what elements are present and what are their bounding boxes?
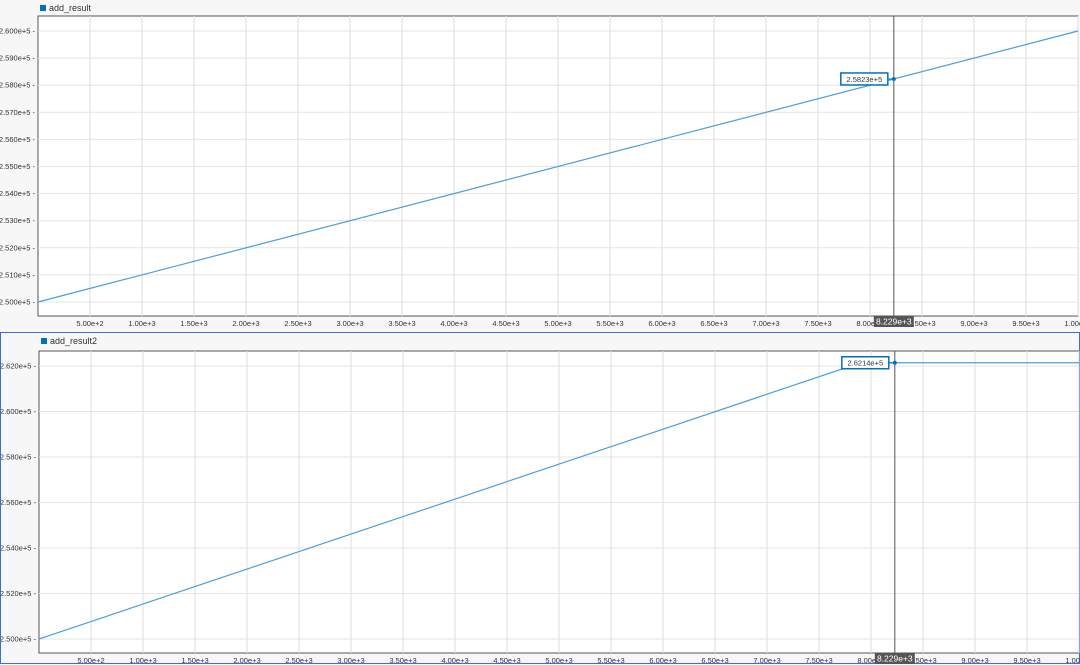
- y-tick-label: 2.510e+5 -: [0, 270, 35, 279]
- legend-swatch: [40, 5, 46, 11]
- x-tick-label: 5.00e+3: [544, 319, 571, 328]
- plot-panel-2[interactable]: add_result2 5.00e+2 1.00e+3 1.50e+3 2.00e+3…: [0, 332, 1080, 665]
- cursor-value-box: [841, 355, 890, 370]
- chart-svg[interactable]: 5.00e+2 1.00e+3 1.50e+3 2.00e+3 2.50e+3 3.00e…: [1, 333, 1080, 665]
- y-tick-label: 2.550e+5 -: [0, 162, 35, 171]
- x-tick-label: 5.00e+3: [545, 656, 572, 665]
- x-tick-label: 6.50e+3: [700, 319, 727, 328]
- legend-swatch: [41, 338, 47, 344]
- chart-svg[interactable]: 5.00e+2 1.00e+3 1.50e+3 2.00e+3 2.50e+3 3.00e…: [0, 0, 1080, 330]
- y-tick-label: 2.520e+5 -: [0, 243, 35, 252]
- x-tick-label: 4.00e+3: [440, 319, 467, 328]
- x-tick-label: 6.50e+3: [701, 656, 728, 665]
- y-tick-label: 2.530e+5 -: [0, 216, 35, 225]
- y-tick-label: 2.590e+5 -: [0, 54, 35, 63]
- x-tick-label: 4.50e+3: [492, 319, 519, 328]
- x-tick-label: 1.50e+3: [180, 319, 207, 328]
- x-tick-label: 5.50e+3: [596, 319, 623, 328]
- x-tick-label: 3.50e+3: [388, 319, 415, 328]
- legend: add_result2: [41, 336, 97, 346]
- x-tick-label: 1.00e+3: [129, 656, 156, 665]
- x-tick-label: 1.00e+3: [128, 319, 155, 328]
- y-tick-label: 2.560e+5 -: [1, 498, 36, 507]
- y-tick-label: 2.500e+5 -: [1, 635, 36, 644]
- x-tick-label: 8.50e+3: [909, 656, 936, 665]
- x-tick-label: 4.00e+3: [441, 656, 468, 665]
- plot-panel-1[interactable]: add_result 5.00e+2 1.00e+3 1.50e+3 2.00e+3 2…: [0, 0, 1080, 330]
- cursor-value-label: 2.5823e+5: [846, 75, 882, 84]
- y-tick-label: 2.580e+5 -: [0, 81, 35, 90]
- y-tick-label: 2.570e+5 -: [0, 108, 35, 117]
- x-tick-label: 6.00e+3: [648, 319, 675, 328]
- cursor-x-box: [873, 316, 914, 327]
- legend-label: add_result2: [50, 336, 98, 346]
- legend: add_result: [40, 3, 91, 13]
- x-tick-label: 9.00e+3: [960, 319, 987, 328]
- cursor-x-box: [874, 653, 915, 664]
- x-tick-label: 1.50e+3: [181, 656, 208, 665]
- x-tick-label: 2.00e+3: [232, 319, 259, 328]
- x-tick-label: 7.00e+3: [752, 319, 779, 328]
- x-tick-label: 8.50e+3: [908, 319, 935, 328]
- x-tick-label: 3.00e+3: [337, 656, 364, 665]
- x-tick-label: 3.00e+3: [336, 319, 363, 328]
- x-tick-label: 8.00e+3: [856, 319, 883, 328]
- y-tick-label: 2.500e+5 -: [0, 298, 35, 307]
- x-tick-label: 1.00e+4: [1064, 319, 1080, 328]
- cursor-x-label: 8.229e+3: [877, 654, 913, 664]
- x-tick-label: 7.50e+3: [804, 319, 831, 328]
- y-tick-label: 2.540e+5 -: [1, 544, 36, 553]
- x-tick-label: 6.00e+3: [649, 656, 676, 665]
- x-tick-label: 7.50e+3: [805, 656, 832, 665]
- legend-label: add_result: [49, 3, 92, 13]
- x-tick-label: 9.50e+3: [1012, 319, 1039, 328]
- x-tick-label: 5.00e+2: [77, 656, 104, 665]
- cursor-x-label: 8.229e+3: [876, 317, 912, 327]
- x-tick-label: 9.00e+3: [961, 656, 988, 665]
- x-tick-label: 1.00e+4: [1065, 656, 1080, 665]
- x-tick-label: 2.50e+3: [285, 656, 312, 665]
- y-tick-label: 2.580e+5 -: [1, 453, 36, 462]
- y-tick-label: 2.620e+5 -: [1, 362, 36, 371]
- cursor-value-box: [840, 72, 889, 86]
- y-tick-label: 2.520e+5 -: [1, 589, 36, 598]
- x-tick-label: 7.00e+3: [753, 656, 780, 665]
- series-line: [37, 30, 1079, 303]
- x-tick-label: 2.00e+3: [233, 656, 260, 665]
- x-tick-label: 3.50e+3: [389, 656, 416, 665]
- x-tick-label: 4.50e+3: [493, 656, 520, 665]
- y-tick-label: 2.600e+5 -: [0, 27, 35, 36]
- x-tick-label: 9.50e+3: [1013, 656, 1040, 665]
- y-tick-label: 2.560e+5 -: [0, 135, 35, 144]
- x-tick-label: 8.00e+3: [857, 656, 884, 665]
- cursor-value-label: 2.6214e+5: [847, 359, 883, 368]
- y-tick-label: 2.540e+5 -: [0, 189, 35, 198]
- x-tick-label: 2.50e+3: [284, 319, 311, 328]
- y-tick-label: 2.600e+5 -: [1, 407, 36, 416]
- x-tick-label: 5.50e+3: [597, 656, 624, 665]
- x-tick-label: 5.00e+2: [76, 319, 103, 328]
